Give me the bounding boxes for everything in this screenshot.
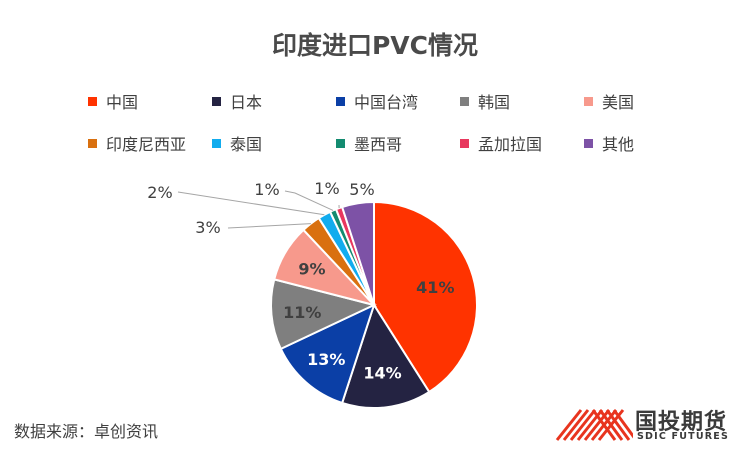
logo-name-en: SDIC FUTURES — [637, 431, 729, 442]
sdic-logo-icon — [553, 400, 633, 448]
leader-line-7 — [178, 192, 324, 215]
source-note: 数据来源：卓创资讯 — [14, 418, 158, 442]
data-label-3: 13% — [307, 350, 345, 369]
data-label-9: 1% — [314, 179, 339, 198]
data-label-5: 9% — [298, 259, 325, 278]
data-label-4: 11% — [283, 303, 321, 322]
data-label-2: 14% — [363, 363, 401, 382]
data-label-6: 3% — [195, 218, 220, 237]
data-label-7: 2% — [147, 183, 172, 202]
leader-line-6 — [228, 224, 311, 228]
data-label-10: 5% — [349, 180, 374, 199]
sdic-futures-logo: 国投期货 SDIC FUTURES — [553, 400, 743, 448]
data-label-8: 1% — [254, 180, 279, 199]
data-label-1: 41% — [416, 278, 454, 297]
